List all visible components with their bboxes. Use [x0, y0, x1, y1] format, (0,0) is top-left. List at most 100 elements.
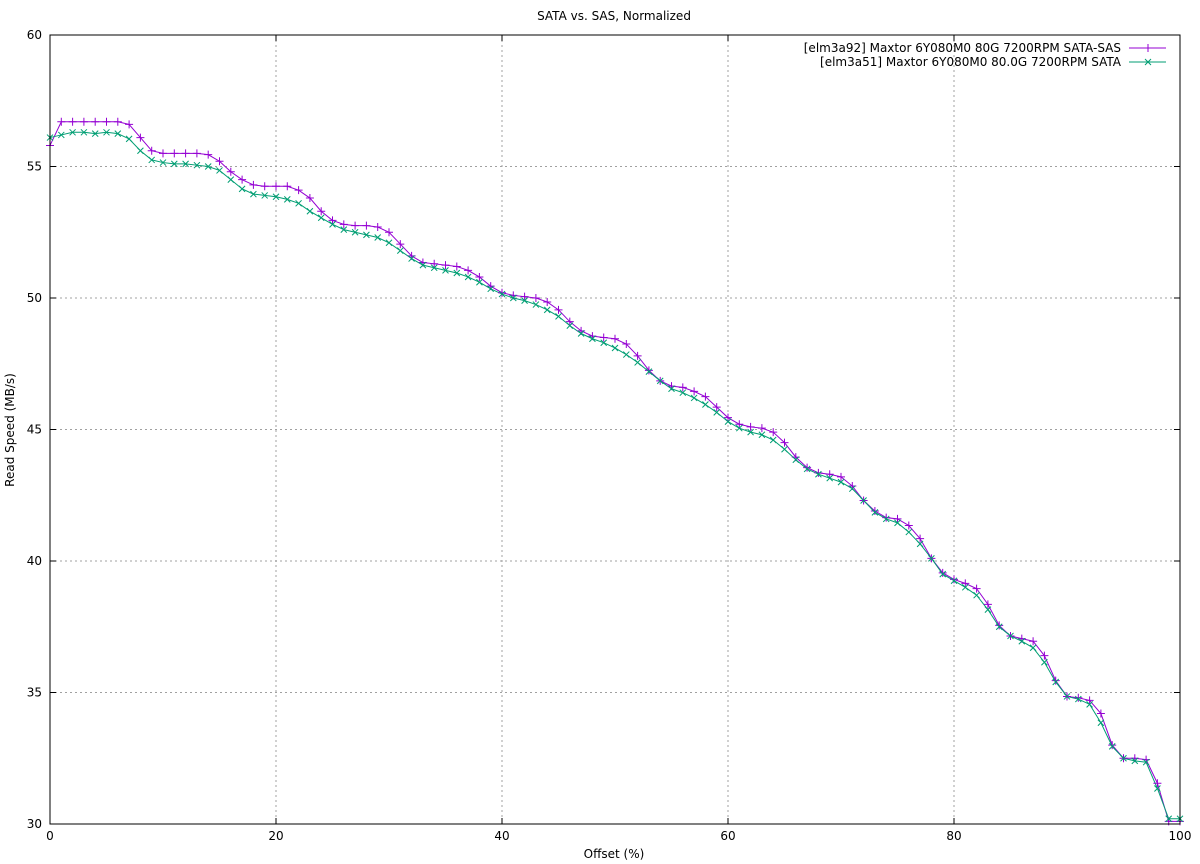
data-point-series-0 — [690, 387, 699, 396]
data-point-series-1 — [1041, 658, 1048, 666]
data-point-series-0 — [79, 117, 88, 126]
data-point-series-0 — [565, 317, 574, 326]
y-tick-label: 60 — [27, 28, 42, 42]
grid — [50, 35, 1180, 824]
data-point-series-1 — [182, 160, 189, 168]
legend-label-sata-sas: [elm3a92] Maxtor 6Y080M0 80G 7200RPM SAT… — [804, 41, 1121, 55]
data-point-series-0 — [882, 513, 891, 522]
data-point-series-1 — [905, 528, 913, 536]
data-point-series-0 — [611, 334, 619, 343]
legend-marker-sata-sas — [1144, 44, 1152, 52]
data-point-series-1 — [306, 207, 314, 215]
data-point-series-0 — [385, 228, 393, 237]
x-tick-label: 80 — [946, 829, 961, 843]
data-point-series-0 — [769, 428, 778, 437]
data-point-series-1 — [103, 128, 110, 136]
data-point-series-0 — [181, 149, 190, 158]
data-point-series-0 — [125, 120, 134, 129]
data-point-series-0 — [147, 146, 156, 155]
data-point-series-0 — [837, 472, 845, 481]
data-point-series-1 — [1029, 644, 1037, 652]
data-point-series-1 — [679, 389, 687, 397]
data-point-series-0 — [599, 333, 608, 342]
data-point-series-1 — [385, 239, 393, 247]
data-point-series-0 — [554, 305, 563, 314]
data-point-series-1 — [148, 156, 156, 164]
data-point-series-0 — [972, 584, 981, 593]
data-point-series-0 — [520, 292, 529, 301]
chart-title: SATA vs. SAS, Normalized — [537, 9, 691, 23]
x-tick-label: 40 — [494, 829, 509, 843]
data-point-series-1 — [295, 199, 302, 207]
data-point-series-0 — [362, 221, 371, 230]
data-point-series-1 — [713, 409, 721, 416]
data-point-series-1 — [950, 577, 958, 585]
data-point-series-1 — [1063, 693, 1071, 700]
data-point-series-1 — [363, 231, 370, 239]
data-point-series-1 — [747, 428, 754, 436]
data-point-series-1 — [1052, 678, 1060, 686]
data-point-series-0 — [113, 117, 122, 126]
data-point-series-1 — [283, 196, 291, 203]
data-point-series-1 — [826, 474, 834, 482]
y-tick-label: 55 — [27, 160, 42, 174]
data-point-series-0 — [430, 259, 439, 268]
data-point-series-0 — [678, 383, 687, 392]
series-markers — [46, 117, 1184, 826]
data-point-series-1 — [634, 359, 641, 366]
data-point-series-0 — [283, 182, 292, 191]
data-point-series-1 — [995, 623, 1003, 631]
data-point-series-1 — [80, 128, 88, 136]
data-point-series-1 — [340, 226, 348, 233]
data-point-series-0 — [938, 568, 947, 577]
data-point-series-1 — [442, 267, 449, 274]
data-point-series-1 — [1007, 632, 1014, 640]
data-point-series-0 — [893, 514, 902, 523]
data-point-series-0 — [192, 149, 201, 158]
data-point-series-1 — [137, 147, 144, 155]
data-point-series-0 — [870, 507, 879, 516]
data-point-series-1 — [555, 313, 562, 320]
data-point-series-1 — [837, 478, 845, 486]
data-point-series-0 — [633, 351, 642, 360]
data-point-series-1 — [250, 190, 257, 198]
data-point-series-1 — [396, 247, 404, 255]
data-point-series-1 — [125, 135, 133, 143]
legend: [elm3a92] Maxtor 6Y080M0 80G 7200RPM SAT… — [804, 41, 1166, 69]
data-point-series-1 — [1154, 785, 1161, 792]
data-point-series-0 — [475, 272, 484, 281]
data-point-series-1 — [351, 228, 359, 236]
data-point-series-1 — [690, 394, 698, 402]
data-point-series-0 — [91, 117, 100, 126]
data-point-series-1 — [272, 193, 280, 201]
y-tick-label: 50 — [27, 291, 42, 305]
data-point-series-0 — [983, 600, 992, 609]
data-point-series-0 — [622, 340, 631, 349]
data-point-series-1 — [453, 269, 461, 277]
data-point-series-1 — [600, 339, 608, 347]
data-point-series-0 — [1074, 693, 1083, 702]
data-point-series-1 — [521, 297, 528, 304]
data-point-series-1 — [803, 465, 811, 473]
data-point-series-0 — [961, 579, 970, 588]
data-point-series-1 — [645, 368, 653, 375]
data-point-series-0 — [339, 220, 348, 229]
data-point-series-1 — [114, 130, 122, 137]
data-point-series-1 — [498, 290, 506, 298]
data-point-series-0 — [780, 438, 789, 447]
data-point-series-1 — [476, 278, 483, 286]
data-point-series-1 — [758, 431, 766, 439]
data-point-series-0 — [995, 621, 1004, 630]
data-point-series-0 — [904, 521, 913, 530]
data-point-series-1 — [374, 234, 382, 241]
data-point-series-0 — [701, 392, 710, 401]
data-point-series-1 — [1165, 815, 1173, 823]
data-point-series-1 — [261, 192, 269, 199]
data-point-series-0 — [170, 149, 179, 158]
data-point-series-1 — [419, 261, 427, 269]
data-point-series-0 — [724, 413, 732, 422]
data-point-series-1 — [860, 497, 867, 504]
data-point-series-1 — [532, 301, 540, 308]
data-point-series-0 — [305, 194, 314, 203]
